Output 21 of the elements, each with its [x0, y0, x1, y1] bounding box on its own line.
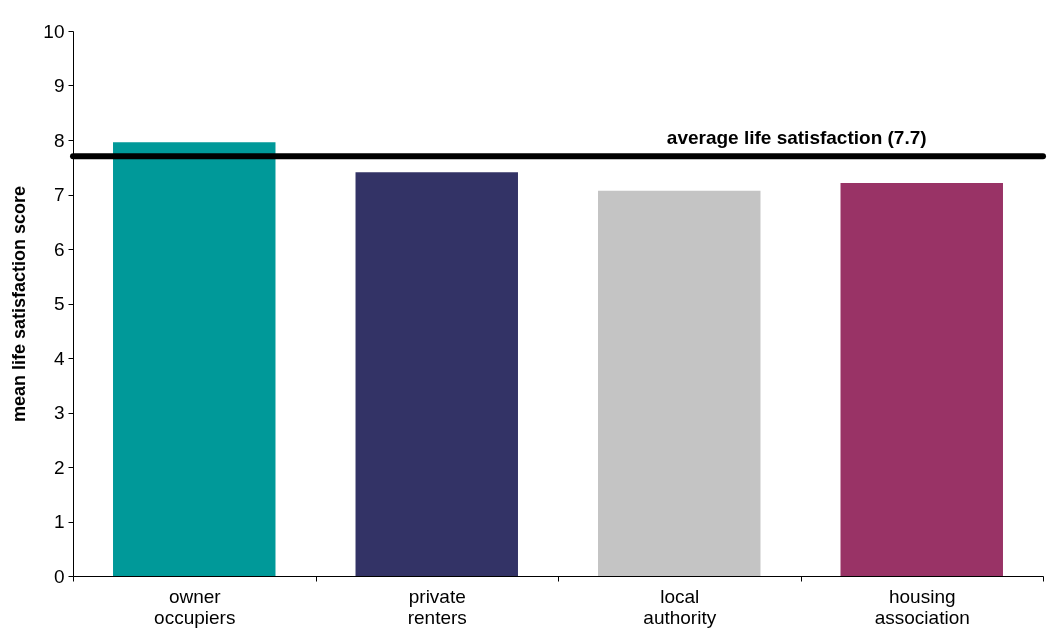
- y-tick-label: 1: [53, 511, 65, 532]
- y-tick-label: 10: [43, 20, 65, 42]
- y-tick-label: 6: [53, 238, 65, 260]
- y-tick-label: 9: [53, 75, 65, 96]
- bar: [840, 183, 1003, 576]
- y-tick-label: 2: [53, 456, 65, 478]
- y-tick-label: 5: [53, 293, 65, 314]
- y-tick-label: 0: [53, 565, 65, 587]
- bar: [598, 190, 761, 576]
- x-tick-label: private renters: [407, 585, 467, 628]
- y-tick-label: 7: [53, 184, 65, 205]
- x-tick-label: housing association: [874, 585, 970, 628]
- y-tick-label: 8: [53, 129, 65, 151]
- y-tick-label: 4: [53, 347, 65, 369]
- x-tick-label: local authority: [643, 585, 717, 628]
- y-tick-label: 3: [53, 402, 65, 423]
- ref-line-label: average life satisfaction (7.7): [666, 127, 927, 149]
- bar: [113, 142, 276, 576]
- x-tick-label: owner occupiers: [154, 585, 236, 628]
- bar: [355, 172, 518, 576]
- y-axis-title: mean life satisfaction score: [9, 185, 30, 423]
